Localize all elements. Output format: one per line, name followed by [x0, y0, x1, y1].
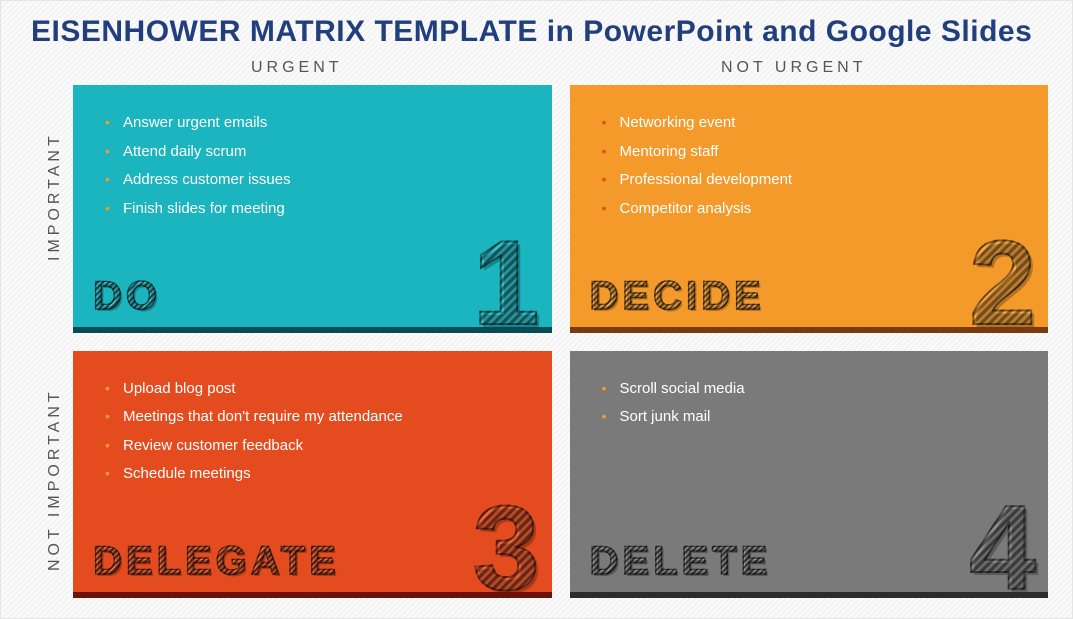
- list-item: Attend daily scrum: [101, 138, 524, 167]
- quadrant-label: DELEGATE: [93, 539, 340, 584]
- quadrant-do: Answer urgent emails Attend daily scrum …: [73, 85, 552, 333]
- list-item: Scroll social media: [598, 375, 1021, 404]
- axis-not-urgent: NOT URGENT: [721, 59, 866, 77]
- list-item: Finish slides for meeting: [101, 195, 524, 224]
- task-list: Networking event Mentoring staff Profess…: [598, 109, 1021, 223]
- list-item: Meetings that don't require my attendanc…: [101, 403, 524, 432]
- axis-urgent: URGENT: [251, 59, 343, 77]
- list-item: Answer urgent emails: [101, 109, 524, 138]
- matrix-grid: Answer urgent emails Attend daily scrum …: [73, 85, 1048, 598]
- axis-important: IMPORTANT: [46, 132, 64, 261]
- quadrant-label: DECIDE: [590, 274, 765, 319]
- quadrant-delegate: Upload blog post Meetings that don't req…: [73, 351, 552, 599]
- quadrant-number: 1: [473, 223, 540, 333]
- list-item: Schedule meetings: [101, 460, 524, 489]
- quadrant-label: DO: [93, 274, 161, 319]
- list-item: Competitor analysis: [598, 195, 1021, 224]
- list-item: Mentoring staff: [598, 138, 1021, 167]
- list-item: Address customer issues: [101, 166, 524, 195]
- quadrant-number: 3: [473, 488, 540, 598]
- quadrant-delete: Scroll social media Sort junk mail DELET…: [570, 351, 1049, 599]
- axis-not-important: NOT IMPORTANT: [46, 388, 64, 571]
- task-list: Answer urgent emails Attend daily scrum …: [101, 109, 524, 223]
- quadrant-number: 4: [969, 488, 1036, 598]
- task-list: Scroll social media Sort junk mail: [598, 375, 1021, 432]
- quadrant-number: 2: [969, 223, 1036, 333]
- quadrant-decide: Networking event Mentoring staff Profess…: [570, 85, 1049, 333]
- list-item: Sort junk mail: [598, 403, 1021, 432]
- task-list: Upload blog post Meetings that don't req…: [101, 375, 524, 489]
- list-item: Networking event: [598, 109, 1021, 138]
- list-item: Professional development: [598, 166, 1021, 195]
- page-title: EISENHOWER MATRIX TEMPLATE in PowerPoint…: [31, 15, 1042, 49]
- list-item: Upload blog post: [101, 375, 524, 404]
- list-item: Review customer feedback: [101, 432, 524, 461]
- quadrant-label: DELETE: [590, 539, 772, 584]
